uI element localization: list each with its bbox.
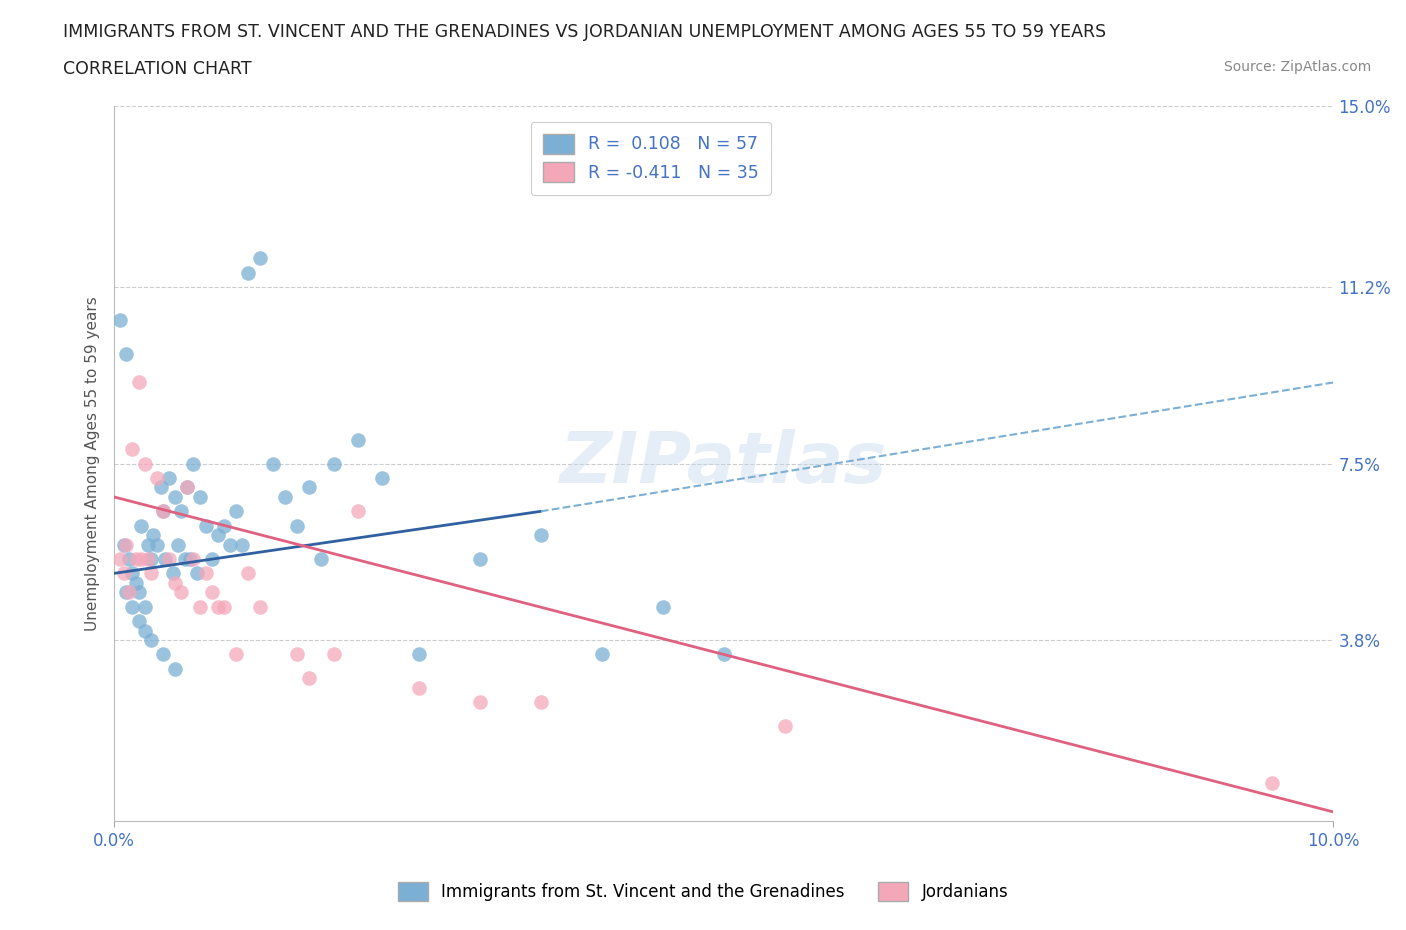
Point (274, 489, 297, 504)
Point (371, 471, 394, 485)
Point (157, 471, 180, 485)
Point (468, 551, 491, 566)
Point (170, 585, 193, 600)
Point (128, 375, 150, 390)
Point (118, 585, 141, 600)
Point (139, 551, 162, 566)
Point (347, 504, 370, 519)
Point (201, 585, 224, 600)
Point (194, 566, 217, 581)
Point (149, 480, 172, 495)
Point (322, 456, 344, 471)
Point (134, 599, 156, 614)
Point (225, 504, 247, 519)
Point (115, 346, 138, 361)
Point (183, 456, 205, 471)
Point (408, 681, 430, 696)
Point (183, 551, 205, 566)
Point (110, 551, 132, 566)
Point (121, 442, 143, 457)
Point (225, 647, 247, 662)
Point (212, 599, 235, 614)
Point (1261, 776, 1284, 790)
Point (207, 599, 229, 614)
Point (115, 585, 138, 600)
Point (136, 551, 159, 566)
Point (136, 538, 159, 552)
Point (110, 313, 132, 328)
Point (713, 647, 735, 662)
Point (285, 518, 308, 533)
Text: Source: ZipAtlas.com: Source: ZipAtlas.com (1223, 60, 1371, 74)
Point (238, 265, 260, 280)
Point (262, 456, 284, 471)
Point (155, 551, 177, 566)
Point (298, 671, 321, 685)
Point (157, 551, 180, 566)
Point (125, 576, 148, 591)
Point (311, 551, 333, 566)
Point (115, 538, 138, 552)
Point (249, 251, 271, 266)
Point (121, 566, 143, 581)
Point (201, 551, 224, 566)
Point (129, 551, 152, 566)
Point (186, 566, 208, 581)
Point (121, 599, 143, 614)
Point (146, 471, 169, 485)
Point (128, 614, 150, 629)
Point (322, 647, 344, 662)
Point (112, 538, 135, 552)
Point (530, 527, 553, 542)
Point (166, 538, 188, 552)
Point (152, 647, 174, 662)
Point (129, 518, 152, 533)
Point (162, 566, 184, 581)
Point (347, 432, 370, 447)
Text: IMMIGRANTS FROM ST. VINCENT AND THE GRENADINES VS JORDANIAN UNEMPLOYMENT AMONG A: IMMIGRANTS FROM ST. VINCENT AND THE GREN… (63, 23, 1107, 41)
Point (152, 504, 174, 519)
Point (142, 527, 165, 542)
Y-axis label: Unemployment Among Ages 55 to 59 years: Unemployment Among Ages 55 to 59 years (86, 297, 100, 631)
Point (179, 551, 201, 566)
Point (134, 623, 156, 638)
Point (128, 585, 150, 600)
Point (176, 480, 198, 495)
Point (174, 551, 197, 566)
Point (773, 719, 796, 734)
Point (591, 647, 613, 662)
Point (146, 538, 169, 552)
Point (249, 599, 271, 614)
Point (212, 518, 235, 533)
Point (231, 538, 253, 552)
Point (152, 504, 174, 519)
Point (207, 527, 229, 542)
Point (194, 518, 217, 533)
Point (651, 599, 673, 614)
Point (165, 489, 187, 504)
Point (468, 695, 491, 710)
Point (170, 504, 193, 519)
Legend: Immigrants from St. Vincent and the Grenadines, Jordanians: Immigrants from St. Vincent and the Gren… (391, 875, 1015, 908)
Point (530, 695, 553, 710)
Point (176, 480, 198, 495)
Point (139, 632, 162, 647)
Point (134, 456, 156, 471)
Point (165, 576, 187, 591)
Point (219, 538, 242, 552)
Point (112, 566, 135, 581)
Text: CORRELATION CHART: CORRELATION CHART (63, 60, 252, 78)
Point (238, 566, 260, 581)
Point (188, 599, 211, 614)
Point (285, 647, 308, 662)
Text: ZIPatlas: ZIPatlas (560, 429, 887, 498)
Point (118, 551, 141, 566)
Point (165, 661, 187, 676)
Point (408, 647, 430, 662)
Point (188, 489, 211, 504)
Point (139, 566, 162, 581)
Legend: R =  0.108   N = 57, R = -0.411   N = 35: R = 0.108 N = 57, R = -0.411 N = 35 (530, 122, 770, 194)
Point (125, 551, 148, 566)
Point (298, 480, 321, 495)
